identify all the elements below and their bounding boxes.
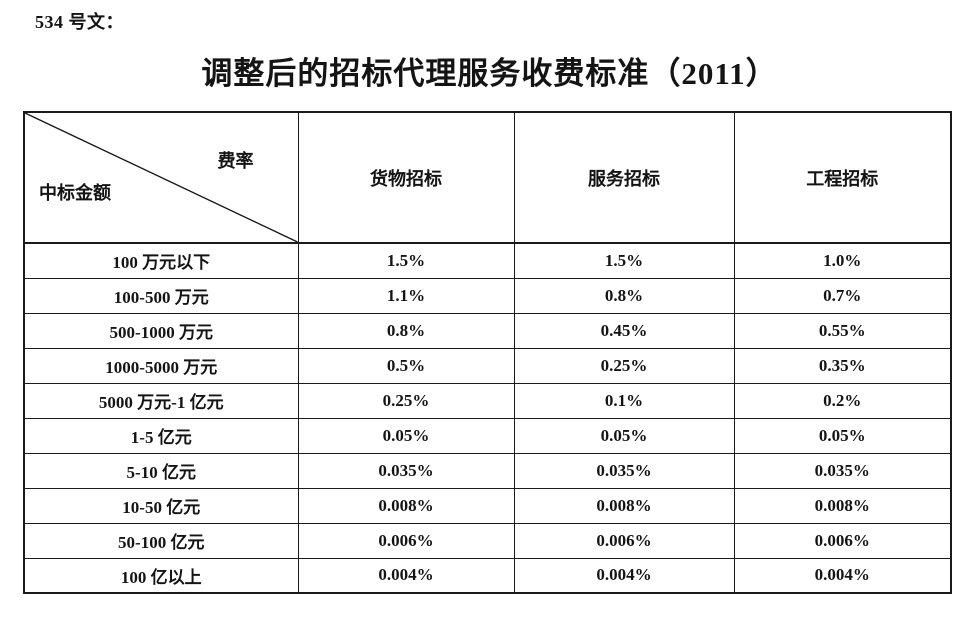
amount-range-cell: 50-100 亿元 — [23, 522, 299, 559]
rate-value-cell: 1.5% — [297, 242, 515, 279]
rate-value-cell: 0.006% — [513, 522, 735, 559]
rate-value-cell: 1.0% — [733, 242, 952, 279]
table-row: 1000-5000 万元 0.5% 0.25% 0.35% — [23, 347, 952, 384]
diagonal-line — [25, 113, 298, 242]
rate-value-cell: 0.05% — [733, 417, 952, 454]
table-row: 100 亿以上 0.004% 0.004% 0.004% — [23, 557, 952, 594]
rate-value-cell: 0.05% — [297, 417, 515, 454]
rate-value-cell: 1.5% — [513, 242, 735, 279]
rate-value-cell: 0.55% — [733, 312, 952, 349]
rate-value-cell: 0.035% — [297, 452, 515, 489]
rate-value-cell: 0.25% — [513, 347, 735, 384]
table-row: 10-50 亿元 0.008% 0.008% 0.008% — [23, 487, 952, 524]
column-header-goods-bidding: 货物招标 — [297, 111, 515, 244]
rate-value-cell: 0.05% — [513, 417, 735, 454]
rate-value-cell: 0.5% — [297, 347, 515, 384]
rate-value-cell: 1.1% — [297, 277, 515, 314]
table-row: 5000 万元-1 亿元 0.25% 0.1% 0.2% — [23, 382, 952, 419]
fee-table: 费率 中标金额 货物招标 服务招标 工程招标 100 万元以下 1.5% 1.5% 1… — [23, 111, 952, 594]
corner-label-amount: 中标金额 — [39, 183, 111, 203]
column-header-service-bidding: 服务招标 — [513, 111, 735, 244]
rate-value-cell: 0.7% — [733, 277, 952, 314]
amount-range-cell: 100 亿以上 — [23, 557, 299, 594]
header-row: 费率 中标金额 货物招标 服务招标 工程招标 — [23, 111, 952, 244]
rate-value-cell: 0.006% — [297, 522, 515, 559]
rate-value-cell: 0.45% — [513, 312, 735, 349]
table-row: 100-500 万元 1.1% 0.8% 0.7% — [23, 277, 952, 314]
amount-range-cell: 1000-5000 万元 — [23, 347, 299, 384]
amount-range-cell: 10-50 亿元 — [23, 487, 299, 524]
rate-value-cell: 0.006% — [733, 522, 952, 559]
rate-value-cell: 0.035% — [513, 452, 735, 489]
rate-value-cell: 0.004% — [733, 557, 952, 594]
amount-range-cell: 100-500 万元 — [23, 277, 299, 314]
rate-value-cell: 0.008% — [297, 487, 515, 524]
table-row: 50-100 亿元 0.006% 0.006% 0.006% — [23, 522, 952, 559]
corner-header-cell: 费率 中标金额 — [23, 111, 299, 244]
rate-value-cell: 0.1% — [513, 382, 735, 419]
rate-value-cell: 0.008% — [733, 487, 952, 524]
amount-range-cell: 1-5 亿元 — [23, 417, 299, 454]
rate-value-cell: 0.008% — [513, 487, 735, 524]
amount-range-cell: 500-1000 万元 — [23, 312, 299, 349]
rate-value-cell: 0.2% — [733, 382, 952, 419]
table-row: 500-1000 万元 0.8% 0.45% 0.55% — [23, 312, 952, 349]
amount-range-cell: 5-10 亿元 — [23, 452, 299, 489]
fee-table-body: 100 万元以下 1.5% 1.5% 1.0% 100-500 万元 1.1% 0.8% 0.… — [23, 242, 952, 594]
amount-range-cell: 5000 万元-1 亿元 — [23, 382, 299, 419]
page-title: 调整后的招标代理服务收费标准（2011） — [201, 56, 778, 91]
rate-value-cell: 0.004% — [297, 557, 515, 594]
rate-value-cell: 0.25% — [297, 382, 515, 419]
table-row: 100 万元以下 1.5% 1.5% 1.0% — [23, 242, 952, 279]
amount-range-cell: 100 万元以下 — [23, 242, 299, 279]
corner-label-rate: 费率 — [217, 151, 254, 171]
table-row: 1-5 亿元 0.05% 0.05% 0.05% — [23, 417, 952, 454]
rate-value-cell: 0.35% — [733, 347, 952, 384]
rate-value-cell: 0.8% — [297, 312, 515, 349]
table-row: 5-10 亿元 0.035% 0.035% 0.035% — [23, 452, 952, 489]
rate-value-cell: 0.035% — [733, 452, 952, 489]
doc-number-label: 534 号文： — [35, 12, 124, 32]
column-header-engineering-bidding: 工程招标 — [733, 111, 952, 244]
rate-value-cell: 0.8% — [513, 277, 735, 314]
rate-value-cell: 0.004% — [513, 557, 735, 594]
